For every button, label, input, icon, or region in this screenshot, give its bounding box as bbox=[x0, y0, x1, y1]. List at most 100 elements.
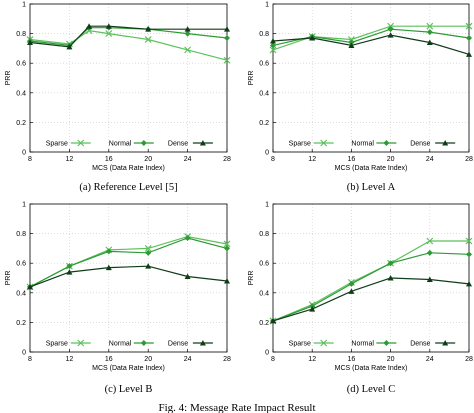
data-point bbox=[426, 29, 433, 36]
y-tick-label: 0.8 bbox=[259, 231, 269, 238]
x-tick-label: 24 bbox=[184, 156, 192, 163]
x-tick-label: 16 bbox=[105, 156, 113, 163]
legend-item-normal: Normal bbox=[109, 340, 154, 348]
series-line bbox=[272, 240, 469, 322]
series-line bbox=[272, 25, 469, 51]
data-point bbox=[224, 35, 230, 42]
x-axis-label: MCS (Data Rate Index) bbox=[92, 165, 165, 172]
data-point bbox=[86, 23, 93, 29]
data-point bbox=[387, 32, 394, 38]
x-tick-label: 12 bbox=[66, 356, 74, 363]
series-line bbox=[272, 277, 470, 322]
data-point bbox=[145, 263, 152, 269]
x-tick-label: 28 bbox=[465, 156, 473, 163]
series-dense bbox=[270, 32, 472, 57]
data-point bbox=[466, 280, 472, 287]
y-tick-label: 0 bbox=[22, 150, 26, 157]
data-point bbox=[348, 280, 355, 287]
series-line bbox=[29, 237, 228, 288]
y-axis-label: PRR bbox=[5, 71, 12, 86]
data-point bbox=[144, 244, 152, 252]
data-point bbox=[145, 26, 152, 32]
data-point bbox=[184, 235, 191, 242]
legend-label: Normal bbox=[351, 341, 374, 348]
data-point bbox=[105, 23, 112, 29]
data-point bbox=[348, 42, 355, 48]
subfigure-caption: (a) Reference Level [5] bbox=[79, 182, 177, 193]
x-tick-label: 8 bbox=[271, 156, 275, 163]
data-point bbox=[224, 245, 230, 252]
data-point bbox=[348, 288, 355, 294]
x-tick-label: 16 bbox=[348, 156, 356, 163]
chart-panel-1: 8 12 16 20 24 28 0 0.2 0.4 0.6 0.8 1 MCS (Data Rate … bbox=[5, 2, 231, 194]
legend-label: Normal bbox=[109, 141, 132, 148]
series-line bbox=[272, 34, 470, 55]
y-tick-label: 0 bbox=[265, 350, 269, 357]
x-tick-label: 28 bbox=[223, 156, 231, 163]
x-tick-label: 12 bbox=[66, 156, 74, 163]
y-tick-label: 0.4 bbox=[259, 290, 269, 297]
x-tick-label: 12 bbox=[308, 156, 316, 163]
subfigure-caption: (d) Level C bbox=[347, 384, 395, 395]
series-line bbox=[272, 28, 470, 46]
series-line bbox=[29, 235, 228, 288]
data-point bbox=[426, 249, 433, 256]
data-point bbox=[466, 51, 472, 57]
legend-label: Sparse bbox=[46, 341, 68, 348]
legend-item-normal: Normal bbox=[351, 140, 397, 148]
legend-item-dense: Dense bbox=[168, 340, 213, 348]
legend-marker bbox=[442, 140, 449, 146]
legend-item-normal: Normal bbox=[351, 340, 397, 348]
data-point bbox=[184, 46, 192, 54]
x-tick-label: 24 bbox=[426, 156, 434, 163]
y-tick-label: 1 bbox=[265, 202, 269, 209]
x-tick-label: 20 bbox=[387, 156, 395, 163]
x-tick-label: 12 bbox=[308, 356, 316, 363]
y-tick-label: 0.2 bbox=[259, 320, 269, 327]
y-axis-label: PRR bbox=[248, 71, 255, 86]
data-point bbox=[309, 35, 316, 41]
y-axis-label: PRR bbox=[5, 271, 12, 286]
legend-marker bbox=[140, 140, 147, 146]
series-sparse bbox=[269, 22, 473, 54]
legend: Sparse Normal Dense bbox=[46, 339, 213, 348]
data-point bbox=[66, 263, 73, 270]
legend-marker bbox=[77, 339, 85, 347]
data-point bbox=[224, 277, 230, 284]
series-dense bbox=[270, 275, 472, 324]
y-tick-label: 0.2 bbox=[16, 320, 26, 327]
legend-marker bbox=[77, 139, 85, 147]
data-point bbox=[223, 56, 231, 64]
legend-label: Normal bbox=[109, 341, 132, 348]
chart-panel-4: 8 12 16 20 24 28 0 0.2 0.4 0.6 0.8 1 MCS (Data Rate … bbox=[248, 202, 473, 396]
y-tick-label: 0 bbox=[265, 150, 269, 157]
plot-frame bbox=[272, 3, 470, 153]
data-point bbox=[270, 42, 276, 49]
legend-marker bbox=[199, 140, 206, 146]
legend-item-sparse: Sparse bbox=[289, 139, 334, 148]
y-tick-label: 1 bbox=[22, 2, 26, 9]
legend-item-dense: Dense bbox=[168, 140, 213, 148]
data-point bbox=[184, 273, 191, 280]
data-point bbox=[145, 249, 152, 256]
series-dense bbox=[27, 23, 230, 50]
legend-marker bbox=[442, 340, 449, 346]
data-point bbox=[184, 26, 191, 32]
y-tick-label: 0.4 bbox=[16, 90, 26, 97]
data-point bbox=[466, 35, 472, 42]
data-point bbox=[270, 317, 276, 324]
x-tick-label: 8 bbox=[28, 356, 32, 363]
data-point bbox=[66, 43, 73, 50]
data-point bbox=[465, 22, 473, 30]
legend-item-dense: Dense bbox=[410, 340, 456, 348]
series-normal bbox=[27, 235, 230, 290]
y-tick-label: 0.6 bbox=[16, 61, 26, 68]
legend-label: Dense bbox=[168, 141, 188, 148]
x-tick-label: 8 bbox=[28, 156, 32, 163]
data-point bbox=[466, 251, 472, 258]
data-point bbox=[105, 30, 113, 38]
legend-item-sparse: Sparse bbox=[46, 139, 91, 148]
legend-marker bbox=[383, 140, 390, 146]
x-tick-label: 24 bbox=[426, 356, 434, 363]
